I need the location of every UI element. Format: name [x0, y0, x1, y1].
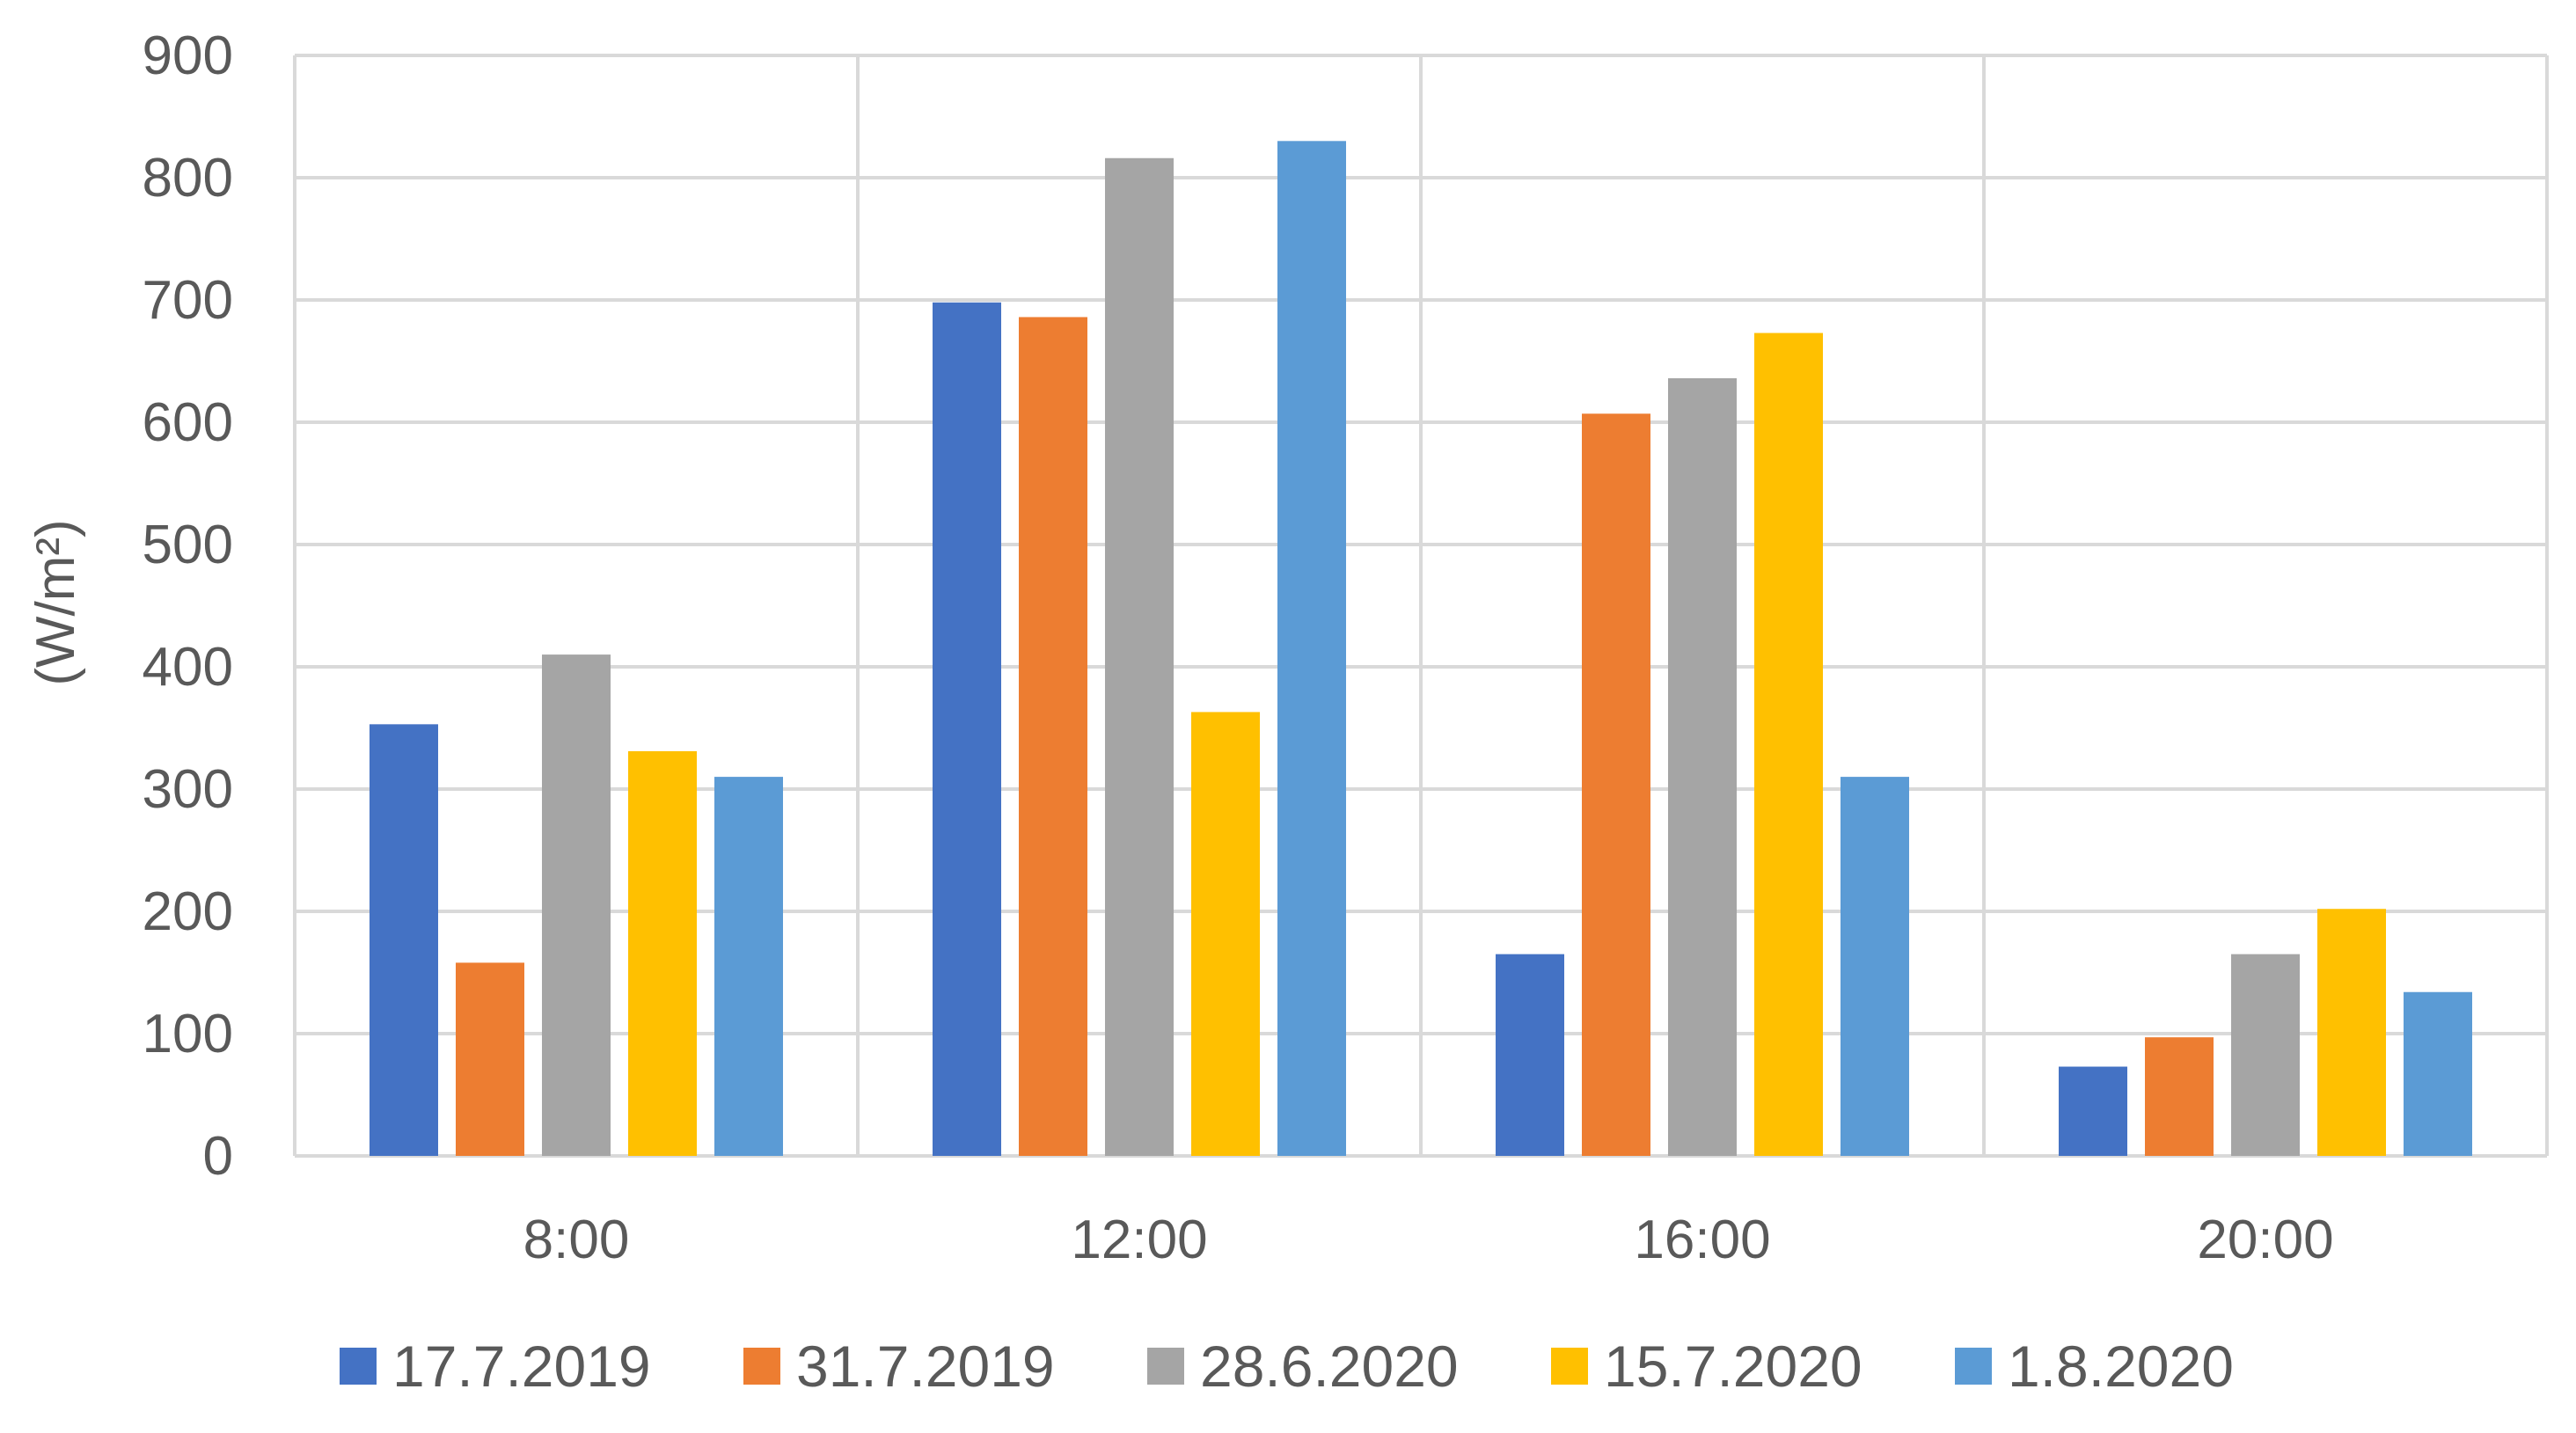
y-tick-label: 0 [203, 1126, 233, 1187]
legend-label: 1.8.2020 [2008, 1334, 2234, 1399]
legend-label: 31.7.2019 [796, 1334, 1055, 1399]
legend-swatch [340, 1348, 377, 1385]
bar-28.6.2020-16:00 [1668, 377, 1737, 1157]
bar-31.7.2019-16:00 [1582, 413, 1650, 1156]
bar-31.7.2019-8:00 [456, 962, 524, 1156]
x-tick-label: 20:00 [2197, 1210, 2333, 1270]
bars [370, 141, 2472, 1157]
bar-31.7.2019-12:00 [1019, 317, 1087, 1157]
x-tick-label: 8:00 [523, 1210, 630, 1270]
bar-17.7.2019-8:00 [370, 724, 438, 1156]
y-tick-label: 800 [143, 148, 233, 208]
legend-label: 28.6.2020 [1200, 1334, 1459, 1399]
bar-1.8.2020-16:00 [1841, 777, 1909, 1156]
y-tick-label: 900 [143, 26, 233, 86]
y-tick-label: 700 [143, 270, 233, 331]
bar-1.8.2020-20:00 [2404, 991, 2472, 1156]
bar-28.6.2020-20:00 [2231, 954, 2300, 1156]
legend-swatch [1955, 1348, 1992, 1385]
y-tick-label: 100 [143, 1004, 233, 1064]
bar-15.7.2020-12:00 [1191, 712, 1260, 1156]
y-tick-label: 200 [143, 881, 233, 942]
y-axis-title: (W/m²) [26, 519, 86, 685]
bar-17.7.2019-12:00 [933, 302, 1001, 1156]
bar-1.8.2020-8:00 [714, 777, 783, 1156]
legend-label: 15.7.2020 [1604, 1334, 1862, 1399]
bar-15.7.2020-20:00 [2317, 909, 2386, 1156]
legend-swatch [1551, 1348, 1588, 1385]
x-tick-label: 16:00 [1634, 1210, 1770, 1270]
bar-31.7.2019-20:00 [2145, 1037, 2214, 1156]
y-tick-label: 400 [143, 637, 233, 698]
legend: 17.7.2019 31.7.2019 28.6.2020 15.7.2020 1.8.… [340, 1334, 2234, 1399]
y-tick-label: 600 [143, 392, 233, 453]
axes: 0 100 200 300 400 500 600 700 800 900 8:00 12:00 16:… [143, 26, 2334, 1270]
bar-15.7.2020-8:00 [628, 750, 697, 1156]
legend-swatch [1147, 1348, 1184, 1385]
bar-15.7.2020-16:00 [1754, 333, 1823, 1156]
bar-28.6.2020-12:00 [1105, 157, 1174, 1156]
legend-swatch [743, 1348, 780, 1385]
bar-28.6.2020-8:00 [542, 654, 611, 1156]
bar-17.7.2019-16:00 [1496, 954, 1564, 1156]
legend-label: 17.7.2019 [392, 1334, 651, 1399]
x-tick-label: 12:00 [1071, 1210, 1207, 1270]
bar-17.7.2019-20:00 [2059, 1066, 2127, 1156]
y-tick-label: 500 [143, 515, 233, 575]
y-tick-label: 300 [143, 759, 233, 820]
bar-1.8.2020-12:00 [1277, 141, 1346, 1156]
